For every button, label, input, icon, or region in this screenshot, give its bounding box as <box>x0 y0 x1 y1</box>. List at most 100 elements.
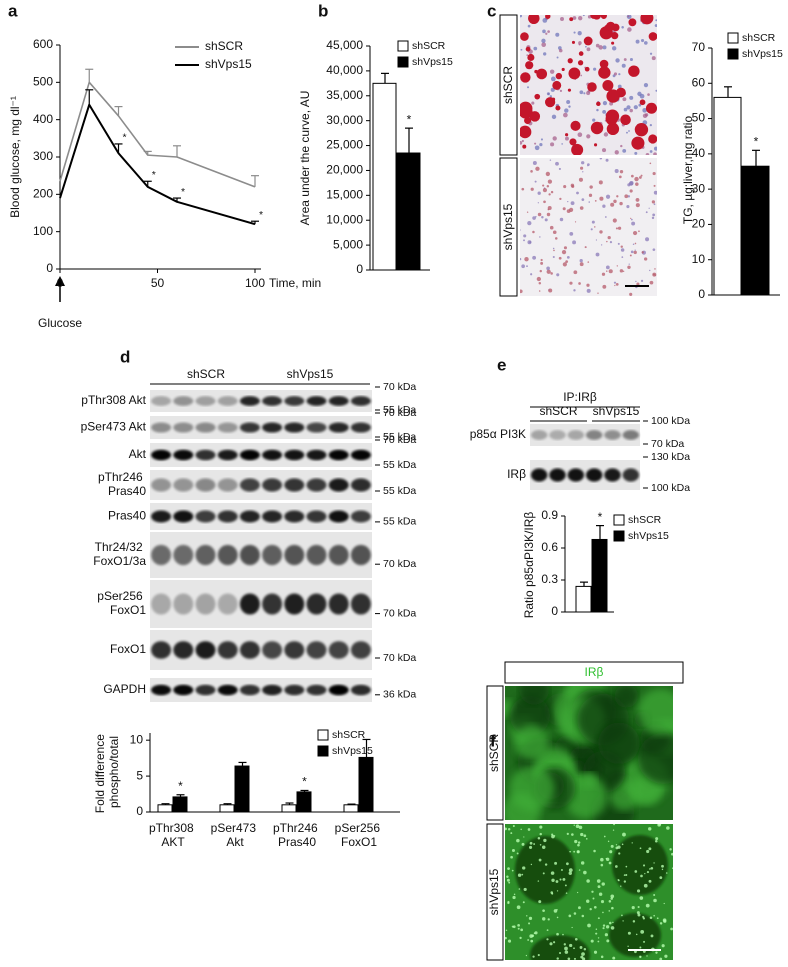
texture-dot <box>579 946 583 949</box>
texture-dot <box>521 139 524 143</box>
texture-dot <box>550 272 553 275</box>
blot-band <box>306 510 327 523</box>
texture-dot <box>612 829 615 831</box>
blot-band <box>151 396 172 406</box>
texture-dot <box>642 864 646 867</box>
texture-dot <box>600 955 604 959</box>
texture-dot <box>635 280 637 283</box>
texture-dot <box>618 175 622 179</box>
texture-dot <box>610 897 613 900</box>
texture-dot <box>550 76 556 82</box>
blot-band <box>284 422 305 433</box>
texture-dot <box>627 945 629 948</box>
texture-dot <box>507 827 511 831</box>
texture-dot <box>627 15 630 18</box>
texture-dot <box>564 946 568 951</box>
texture-dot <box>587 923 591 928</box>
texture-dot <box>653 273 655 276</box>
blot-band <box>173 422 194 433</box>
lipid-droplet <box>571 143 584 155</box>
texture-dot <box>559 89 563 92</box>
texture-dot <box>634 151 638 155</box>
significance-mark: * <box>407 112 412 126</box>
title-box <box>504 661 684 684</box>
texture-dot <box>622 920 624 922</box>
texture-dot <box>534 180 537 183</box>
texture-dot <box>537 212 542 217</box>
texture-dot <box>539 269 542 273</box>
marker-label: 55 kDa <box>383 485 416 497</box>
texture-dot <box>634 176 639 182</box>
lipid-droplet <box>590 121 604 135</box>
texture-dot <box>562 933 564 936</box>
texture-dot <box>643 41 648 45</box>
texture-dot <box>654 268 656 270</box>
lipid-droplet <box>520 72 531 83</box>
texture-dot <box>526 915 528 917</box>
blot-band <box>350 544 371 566</box>
texture-dot <box>530 170 533 173</box>
marker-label: 36 kDa <box>383 689 416 701</box>
side-label: shSCR <box>487 734 501 772</box>
texture-dot <box>529 841 533 845</box>
lipid-droplet <box>525 61 534 70</box>
texture-dot <box>628 181 634 186</box>
blot-band <box>328 510 349 523</box>
legend-label: shVps15 <box>205 57 252 71</box>
texture-dot <box>517 927 520 930</box>
texture-dot <box>614 169 619 174</box>
texture-dot <box>566 862 569 866</box>
bar <box>296 791 312 813</box>
texture-dot <box>598 45 603 50</box>
lipid-droplet <box>578 51 584 56</box>
texture-blob <box>580 772 598 789</box>
texture-dot <box>653 914 655 917</box>
texture-dot <box>606 270 608 272</box>
lipid-droplet <box>536 68 548 80</box>
texture-dot <box>568 105 571 108</box>
texture-dot <box>586 879 590 883</box>
texture-dot <box>624 194 629 199</box>
blot-band <box>530 430 548 440</box>
texture-dot <box>655 89 657 92</box>
panel-label: b <box>318 1 328 20</box>
texture-dot <box>527 828 531 831</box>
texture-dot <box>634 249 636 251</box>
y-tick-label: 0.3 <box>541 572 558 586</box>
texture-dot <box>532 216 536 220</box>
texture-dot <box>608 900 612 903</box>
blot-band <box>262 478 283 492</box>
blot-band <box>284 449 305 461</box>
texture-dot <box>579 259 583 263</box>
texture-dot <box>516 838 520 843</box>
blot-band <box>217 684 238 696</box>
legend-label: shSCR <box>742 32 776 44</box>
blot-band <box>217 396 238 406</box>
texture-dot <box>666 826 670 830</box>
texture-dot <box>565 892 568 894</box>
texture-dot <box>522 901 525 904</box>
texture-dot <box>575 824 580 829</box>
texture-dot <box>632 920 636 923</box>
texture-dot <box>530 863 533 866</box>
blot-band <box>151 478 172 492</box>
texture-dot <box>633 250 637 255</box>
texture-dot <box>578 825 583 830</box>
legend-label: shSCR <box>332 729 366 741</box>
texture-dot <box>633 105 638 110</box>
texture-dot <box>639 896 644 900</box>
texture-dot <box>574 937 578 941</box>
blot-band <box>328 478 349 492</box>
texture-dot <box>538 290 541 292</box>
texture-dot <box>618 852 621 855</box>
marker-label: 70 kDa <box>383 607 416 619</box>
y-tick-label: 30,000 <box>326 113 363 127</box>
lipid-droplet <box>596 101 601 107</box>
blot-strip <box>530 460 640 490</box>
texture-dot <box>506 878 510 882</box>
blot-band <box>284 396 305 406</box>
y-axis-label: TG, µg:liver,mg ratio <box>681 116 695 225</box>
texture-dot <box>652 248 656 252</box>
blot-band <box>328 641 349 659</box>
